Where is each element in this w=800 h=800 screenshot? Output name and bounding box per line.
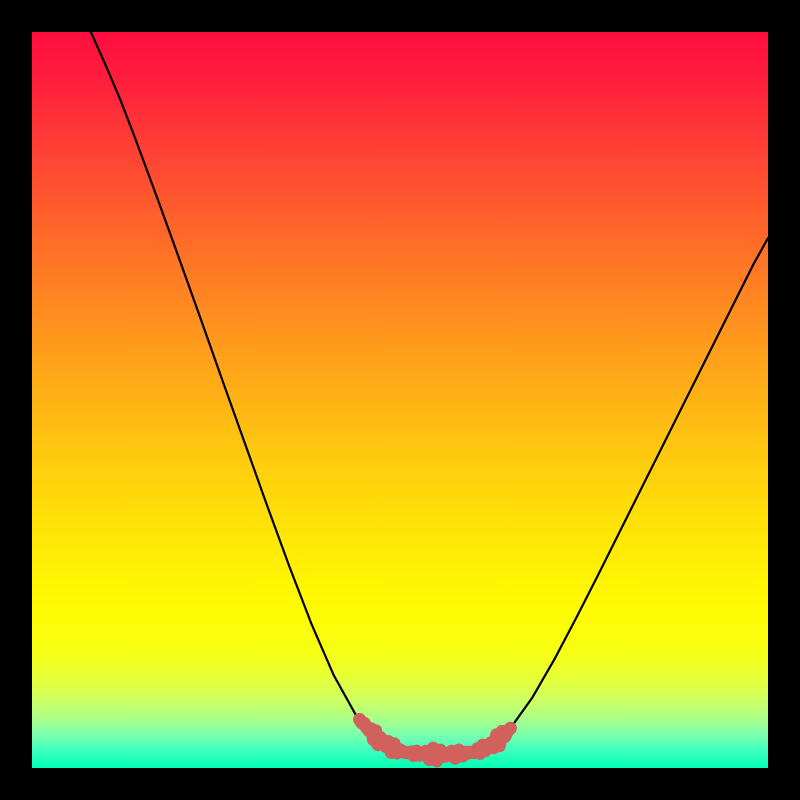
chart-container: TheBottleneck.com [0,0,800,800]
bottleneck-chart [0,0,800,800]
chart-gradient-background [32,32,768,768]
